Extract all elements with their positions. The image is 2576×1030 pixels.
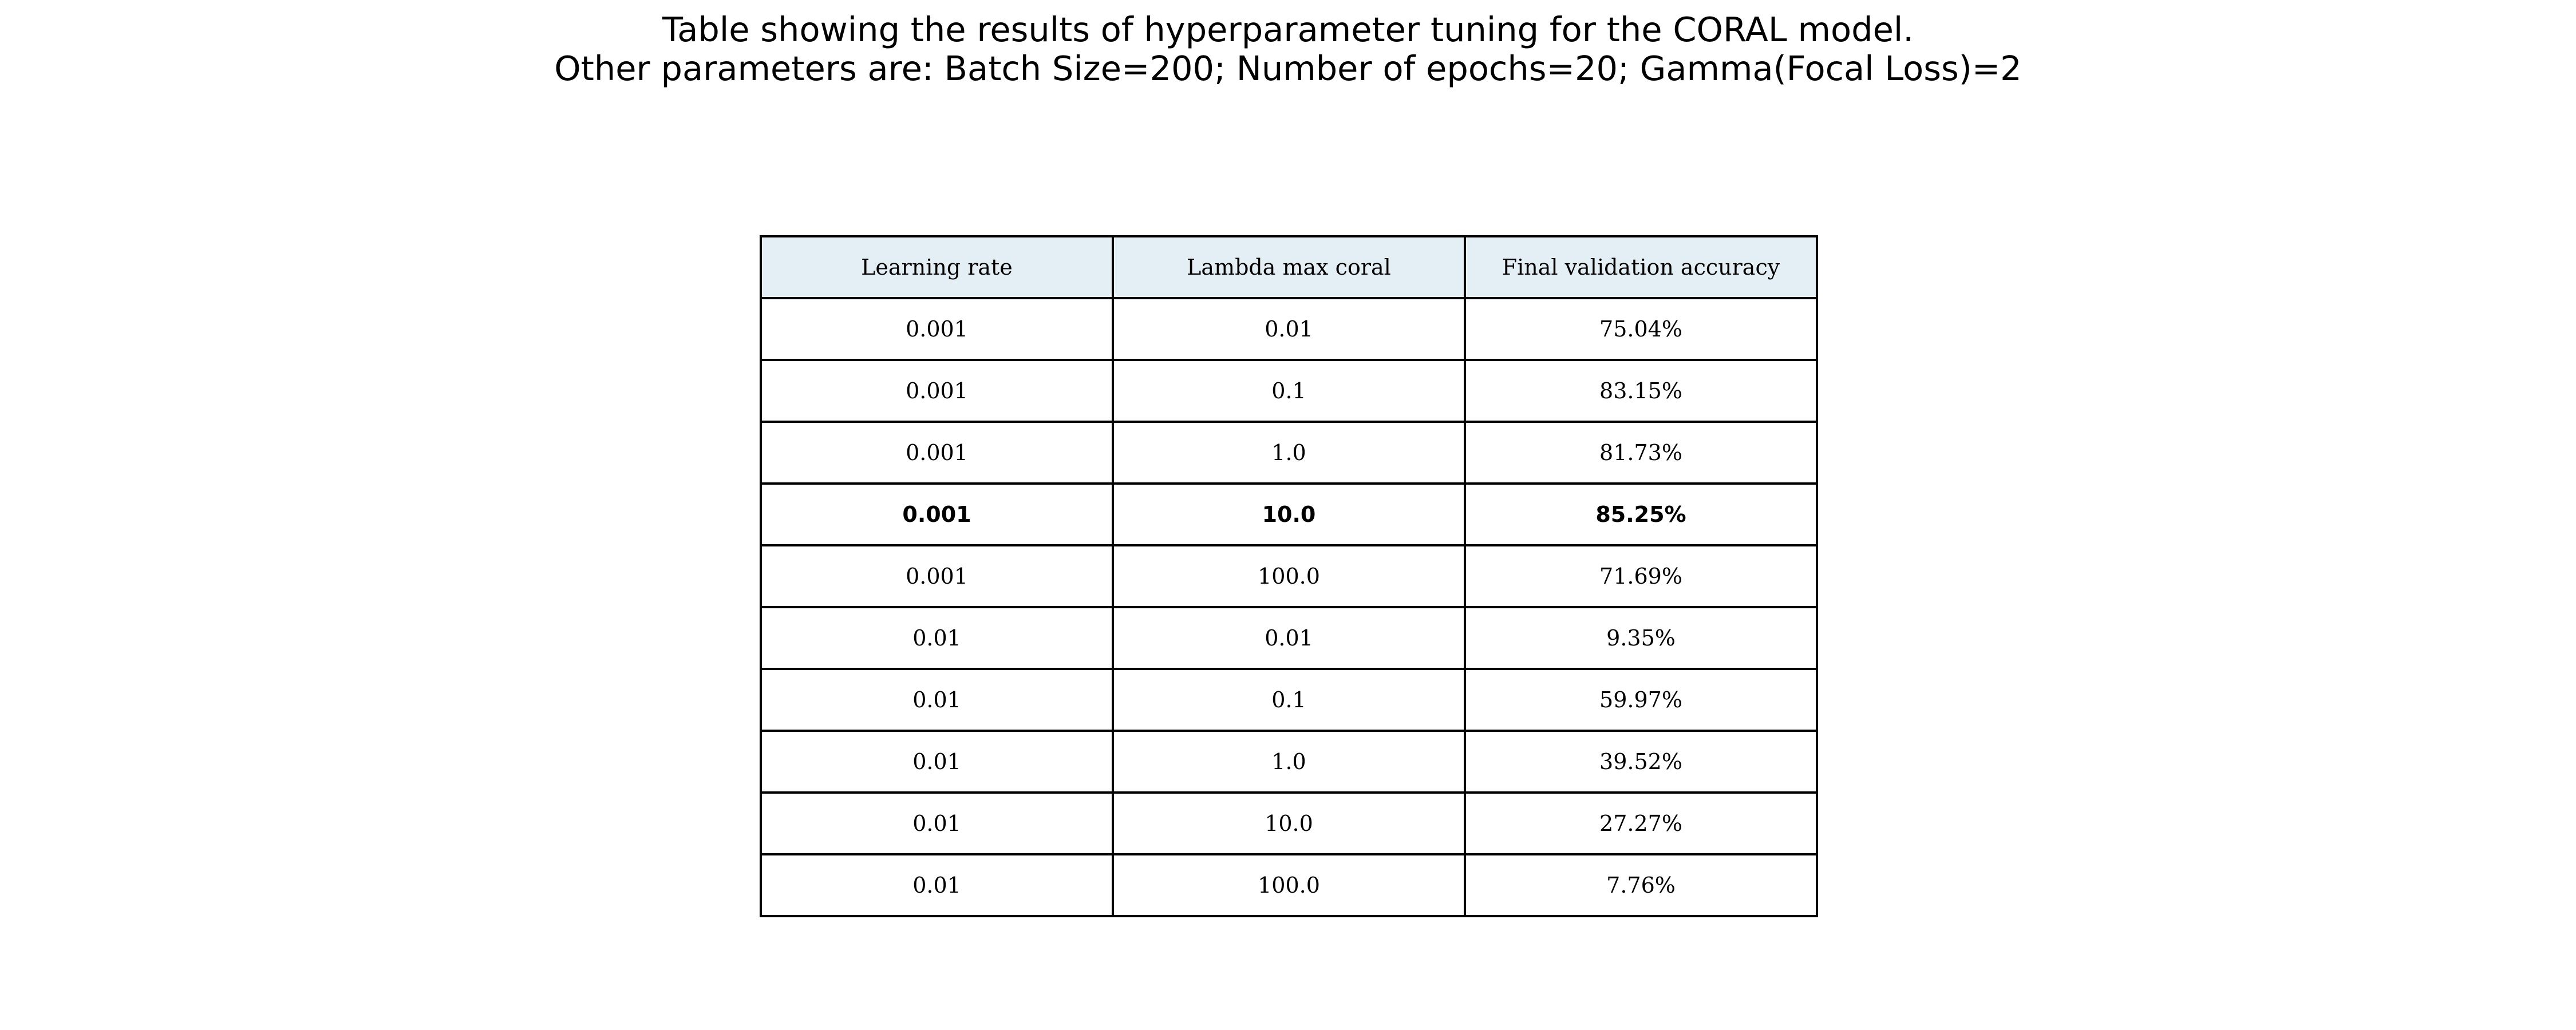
lambda-max-coral-cell: 100.0 xyxy=(1112,544,1466,608)
learning-rate-cell: 0.001 xyxy=(760,544,1114,608)
learning-rate-cell: 0.01 xyxy=(760,853,1114,917)
learning-rate-cell: 0.01 xyxy=(760,606,1114,670)
lambda-max-coral-cell: 0.01 xyxy=(1112,297,1466,361)
table-row: 0.01 10.0 27.27% xyxy=(760,791,1818,855)
table-row: 0.01 0.01 9.35% xyxy=(760,606,1818,670)
lambda-max-coral-cell: 0.1 xyxy=(1112,359,1466,423)
validation-accuracy-cell: 59.97% xyxy=(1464,668,1818,732)
results-table-container: Learning rate Lambda max coral Final val… xyxy=(760,235,1818,917)
column-header-lambda-max-coral: Lambda max coral xyxy=(1112,235,1466,299)
title-line-2: Other parameters are: Batch Size=200; Nu… xyxy=(554,49,2022,88)
learning-rate-cell: 0.01 xyxy=(760,668,1114,732)
lambda-max-coral-cell: 10.0 xyxy=(1112,791,1466,855)
learning-rate-cell: 0.001 xyxy=(760,482,1114,546)
table-row: 0.001 0.01 75.04% xyxy=(760,297,1818,361)
validation-accuracy-cell: 83.15% xyxy=(1464,359,1818,423)
validation-accuracy-cell: 9.35% xyxy=(1464,606,1818,670)
validation-accuracy-cell: 39.52% xyxy=(1464,730,1818,794)
validation-accuracy-cell: 7.76% xyxy=(1464,853,1818,917)
table-row: 0.001 100.0 71.69% xyxy=(760,544,1818,608)
results-table: Learning rate Lambda max coral Final val… xyxy=(760,235,1818,917)
lambda-max-coral-cell: 0.1 xyxy=(1112,668,1466,732)
lambda-max-coral-cell: 0.01 xyxy=(1112,606,1466,670)
learning-rate-cell: 0.001 xyxy=(760,421,1114,485)
table-row-best: 0.001 10.0 85.25% xyxy=(760,482,1818,546)
validation-accuracy-cell: 75.04% xyxy=(1464,297,1818,361)
chart-title: Table showing the results of hyperparame… xyxy=(0,10,2576,88)
table-header-row: Learning rate Lambda max coral Final val… xyxy=(760,235,1818,299)
validation-accuracy-cell: 81.73% xyxy=(1464,421,1818,485)
lambda-max-coral-cell: 100.0 xyxy=(1112,853,1466,917)
title-line-1: Table showing the results of hyperparame… xyxy=(662,10,1914,49)
validation-accuracy-cell: 27.27% xyxy=(1464,791,1818,855)
column-header-learning-rate: Learning rate xyxy=(760,235,1114,299)
table-row: 0.001 0.1 83.15% xyxy=(760,359,1818,423)
table-row: 0.01 1.0 39.52% xyxy=(760,730,1818,794)
learning-rate-cell: 0.001 xyxy=(760,359,1114,423)
lambda-max-coral-cell: 1.0 xyxy=(1112,421,1466,485)
table-body: 0.001 0.01 75.04% 0.001 0.1 83.15% 0.001 1.0 81.… xyxy=(760,297,1818,917)
validation-accuracy-cell: 71.69% xyxy=(1464,544,1818,608)
table-row: 0.001 1.0 81.73% xyxy=(760,421,1818,485)
learning-rate-cell: 0.01 xyxy=(760,730,1114,794)
learning-rate-cell: 0.01 xyxy=(760,791,1114,855)
column-header-final-validation-accuracy: Final validation accuracy xyxy=(1464,235,1818,299)
table-row: 0.01 100.0 7.76% xyxy=(760,853,1818,917)
learning-rate-cell: 0.001 xyxy=(760,297,1114,361)
table-row: 0.01 0.1 59.97% xyxy=(760,668,1818,732)
lambda-max-coral-cell: 1.0 xyxy=(1112,730,1466,794)
validation-accuracy-cell: 85.25% xyxy=(1464,482,1818,546)
lambda-max-coral-cell: 10.0 xyxy=(1112,482,1466,546)
